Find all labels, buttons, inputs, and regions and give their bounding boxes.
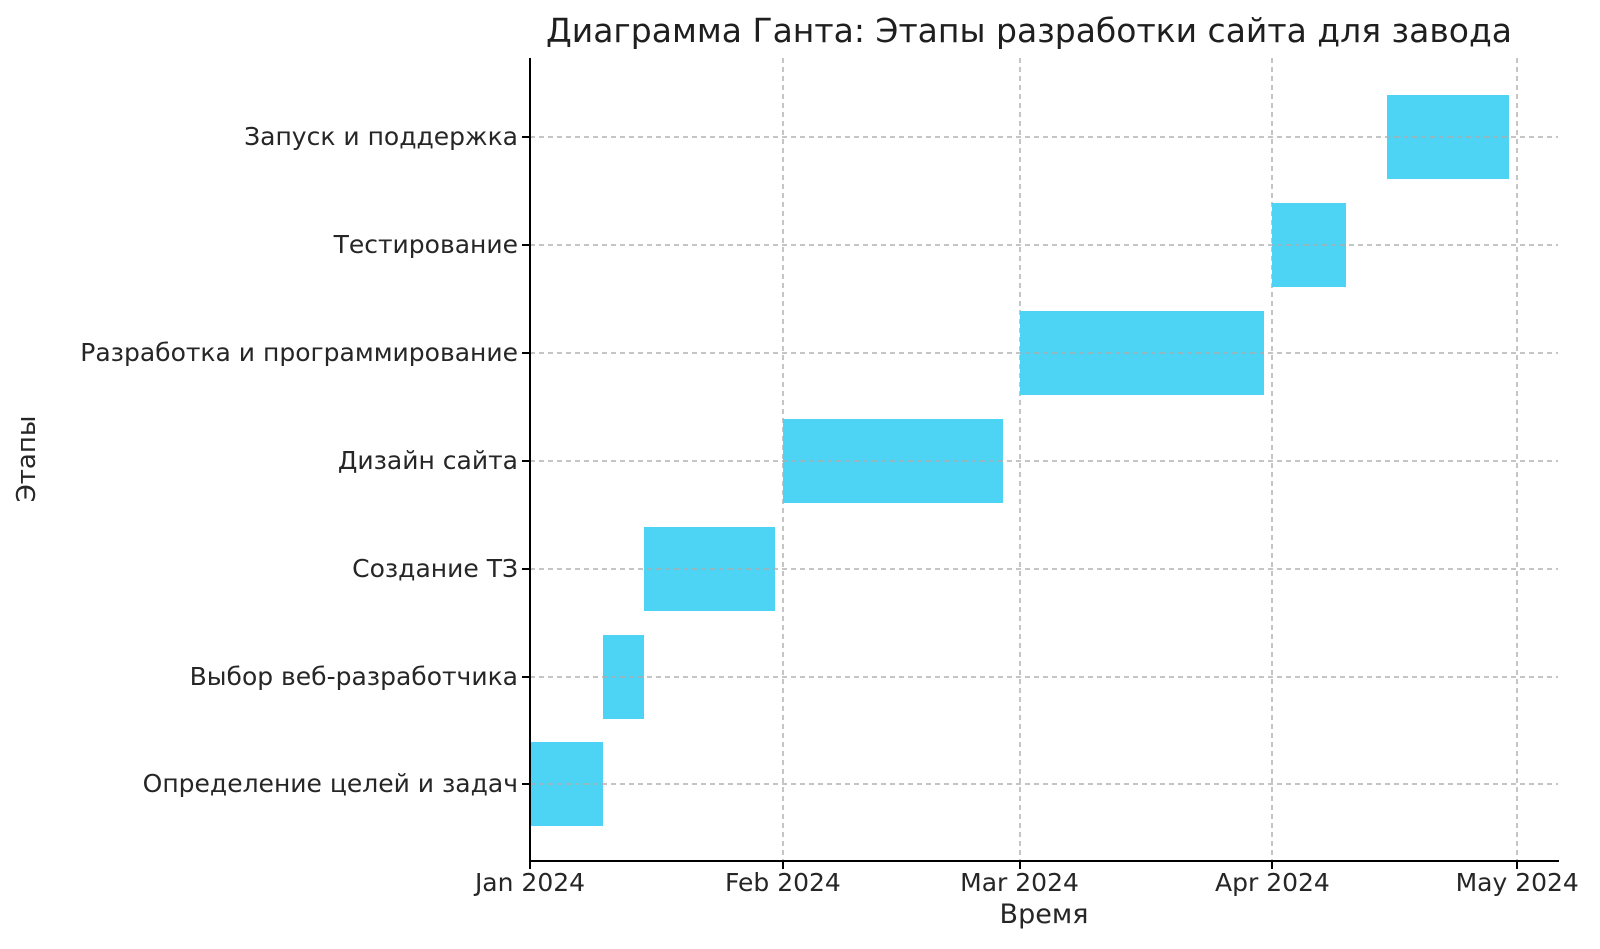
y-tick-mark [522,351,529,354]
h-gridline [530,351,1558,354]
y-tick-label: Дизайн сайта [337,445,518,475]
x-axis-label: Время [999,899,1089,930]
h-gridline [530,567,1558,570]
y-tick-mark [522,567,529,570]
x-tick-label: Mar 2024 [960,868,1079,897]
y-tick-mark [522,675,529,678]
x-tick-mark [1516,862,1519,869]
v-gridline [1271,58,1274,861]
x-tick-mark [1018,862,1021,869]
y-tick-label: Создание ТЗ [352,553,518,583]
h-gridline [530,675,1558,678]
y-tick-label: Тестирование [333,229,518,259]
x-tick-label: May 2024 [1455,868,1579,897]
x-tick-mark [1271,862,1274,869]
y-axis-spine [529,58,531,862]
y-tick-label: Разработка и программирование [80,337,518,367]
h-gridline [530,243,1558,246]
h-gridline [530,783,1558,786]
x-axis-spine [529,860,1559,862]
y-tick-mark [522,459,529,462]
y-tick-label: Запуск и поддержка [244,122,518,151]
plot-area: Jan 2024 Feb 2024 Mar 2024 Apr 2024 May 2024… [80,58,1579,897]
y-tick-mark [522,136,529,138]
y-tick-label: Определение целей и задач [142,769,518,799]
x-tick-label: Jan 2024 [474,868,586,897]
v-gridline [1516,58,1519,861]
v-gridline [1018,58,1021,861]
h-gridline [530,459,1558,462]
x-tick-label: Feb 2024 [724,868,841,897]
x-tick-label: Apr 2024 [1215,868,1330,897]
x-tick-mark [529,862,531,869]
y-tick-mark [522,243,529,246]
chart-title: Диаграмма Ганта: Этапы разработки сайта … [545,11,1512,50]
x-tick-mark [781,862,784,869]
y-tick-mark [522,783,529,786]
h-gridline [530,136,1558,138]
y-tick-label: Выбор веб-разработчика [189,661,518,691]
